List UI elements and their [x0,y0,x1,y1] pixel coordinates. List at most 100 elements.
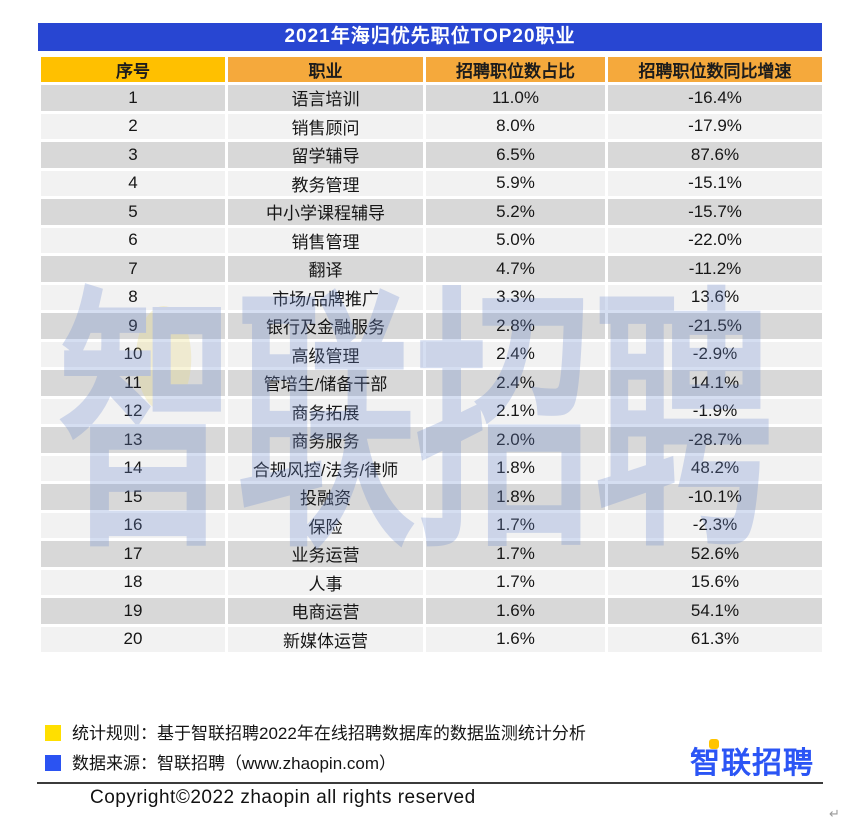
note-statistics-rule: 统计规则：基于智联招聘2022年在线招聘数据库的数据监测统计分析 [45,719,586,749]
table-row: 2 销售顾问 8.0% -17.9% [38,110,825,142]
table-row: 18 人事 1.7% 15.6% [38,566,825,598]
cell-job: 商务服务 [225,424,426,456]
cell-growth: 13.6% [605,281,825,313]
cell-rank: 9 [38,310,228,342]
cell-growth: 52.6% [605,538,825,570]
cell-rank: 16 [38,509,228,541]
cell-rank: 3 [38,139,228,171]
cell-share: 8.0% [423,110,608,142]
table-title: 2021年海归优先职位TOP20职业 [38,23,822,51]
cell-share: 1.8% [423,481,608,513]
cell-rank: 6 [38,224,228,256]
table-row: 14 合规风控/法务/律师 1.8% 48.2% [38,452,825,484]
table-row: 7 翻译 4.7% -11.2% [38,253,825,285]
cell-rank: 12 [38,395,228,427]
table-row: 8 市场/品牌推广 3.3% 13.6% [38,281,825,313]
cell-job: 业务运营 [225,538,426,570]
table-row: 9 银行及金融服务 2.8% -21.5% [38,310,825,342]
cell-share: 5.9% [423,167,608,199]
cell-growth: -22.0% [605,224,825,256]
cell-job: 高级管理 [225,338,426,370]
cell-job: 新媒体运营 [225,623,426,655]
cell-growth: 61.3% [605,623,825,655]
table-row: 10 高级管理 2.4% -2.9% [38,338,825,370]
cell-share: 6.5% [423,139,608,171]
cell-rank: 5 [38,196,228,228]
cell-job: 翻译 [225,253,426,285]
top20-jobs-table: 序号 职业 招聘职位数占比 招聘职位数同比增速 1 语言培训 11.0% -16… [38,54,825,655]
cell-rank: 8 [38,281,228,313]
table-row: 11 管培生/储备干部 2.4% 14.1% [38,367,825,399]
cell-rank: 2 [38,110,228,142]
table-row: 19 电商运营 1.6% 54.1% [38,595,825,627]
cell-share: 1.7% [423,538,608,570]
table-row: 15 投融资 1.8% -10.1% [38,481,825,513]
cell-rank: 20 [38,623,228,655]
cell-share: 1.6% [423,595,608,627]
cell-share: 5.2% [423,196,608,228]
cell-job: 投融资 [225,481,426,513]
cell-job: 电商运营 [225,595,426,627]
table-row: 17 业务运营 1.7% 52.6% [38,538,825,570]
table-row: 6 销售管理 5.0% -22.0% [38,224,825,256]
cell-rank: 15 [38,481,228,513]
cell-job: 合规风控/法务/律师 [225,452,426,484]
paragraph-return-icon: ↵ [829,806,840,821]
note-statistics-rule-text: 统计规则：基于智联招聘2022年在线招聘数据库的数据监测统计分析 [72,724,586,743]
cell-growth: 14.1% [605,367,825,399]
cell-share: 2.1% [423,395,608,427]
cell-growth: -15.1% [605,167,825,199]
cell-share: 3.3% [423,281,608,313]
cell-rank: 11 [38,367,228,399]
cell-growth: 54.1% [605,595,825,627]
cell-job: 商务拓展 [225,395,426,427]
cell-growth: -17.9% [605,110,825,142]
cell-share: 2.0% [423,424,608,456]
cell-growth: -15.7% [605,196,825,228]
yellow-legend-square-icon [45,725,61,741]
cell-share: 1.7% [423,509,608,541]
logo-yellow-dot-icon [709,739,719,749]
blue-legend-square-icon [45,755,61,771]
divider-line [37,782,823,784]
cell-growth: 48.2% [605,452,825,484]
cell-rank: 14 [38,452,228,484]
copyright-text: Copyright©2022 zhaopin all rights reserv… [90,787,476,808]
cell-share: 2.4% [423,367,608,399]
cell-share: 11.0% [423,82,608,114]
zhaopin-logo: 智联招聘 [690,738,814,782]
cell-rank: 17 [38,538,228,570]
cell-job: 销售管理 [225,224,426,256]
cell-job: 语言培训 [225,82,426,114]
cell-growth: -11.2% [605,253,825,285]
cell-job: 管培生/储备干部 [225,367,426,399]
cell-job: 留学辅导 [225,139,426,171]
cell-share: 1.6% [423,623,608,655]
column-header-share: 招聘职位数占比 [423,54,608,85]
cell-growth: -21.5% [605,310,825,342]
cell-job: 中小学课程辅导 [225,196,426,228]
table-row: 1 语言培训 11.0% -16.4% [38,82,825,114]
column-header-growth: 招聘职位数同比增速 [605,54,825,85]
cell-rank: 19 [38,595,228,627]
cell-growth: -1.9% [605,395,825,427]
table-body: 1 语言培训 11.0% -16.4% 2 销售顾问 8.0% -17.9% 3… [38,82,825,655]
cell-growth: 15.6% [605,566,825,598]
cell-job: 教务管理 [225,167,426,199]
note-data-source-text: 数据来源：智联招聘（www.zhaopin.com） [72,754,397,773]
cell-growth: -10.1% [605,481,825,513]
cell-share: 1.7% [423,566,608,598]
cell-rank: 4 [38,167,228,199]
table-row: 13 商务服务 2.0% -28.7% [38,424,825,456]
cell-growth: -16.4% [605,82,825,114]
table-row: 16 保险 1.7% -2.3% [38,509,825,541]
column-header-rank: 序号 [38,54,228,85]
table-row: 4 教务管理 5.9% -15.1% [38,167,825,199]
cell-job: 销售顾问 [225,110,426,142]
note-data-source: 数据来源：智联招聘（www.zhaopin.com） [45,749,586,779]
cell-share: 5.0% [423,224,608,256]
header-row: 序号 职业 招聘职位数占比 招聘职位数同比增速 [38,54,825,85]
cell-share: 2.4% [423,338,608,370]
cell-share: 2.8% [423,310,608,342]
footnotes: 统计规则：基于智联招聘2022年在线招聘数据库的数据监测统计分析 数据来源：智联… [45,719,586,779]
